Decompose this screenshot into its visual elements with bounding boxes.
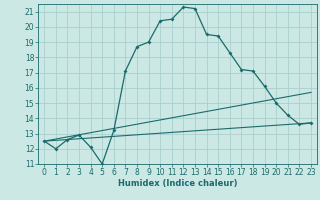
X-axis label: Humidex (Indice chaleur): Humidex (Indice chaleur) (118, 179, 237, 188)
